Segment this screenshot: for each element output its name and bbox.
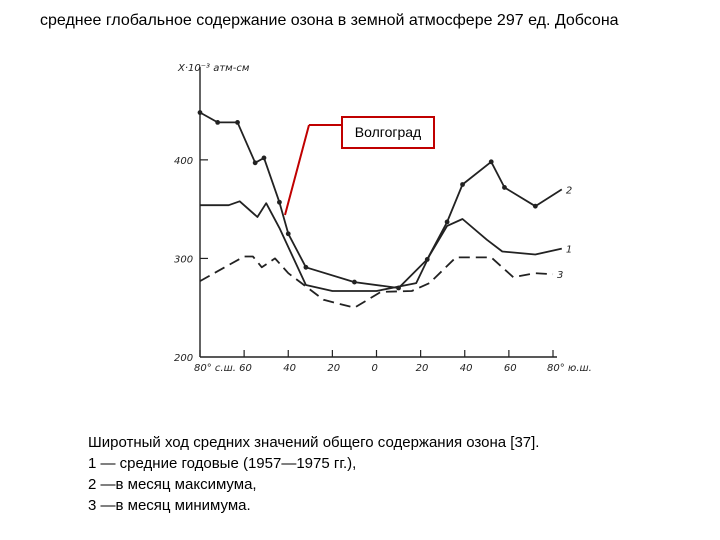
- series-label-2: 2: [566, 185, 572, 196]
- series-point: [197, 110, 203, 115]
- y-axis-label: X·10⁻³ атм-см: [177, 63, 250, 74]
- x-tick-label: 60: [239, 363, 252, 374]
- figure-caption: Широтный ход средних значений общего сод…: [88, 432, 688, 516]
- series-point: [460, 182, 465, 187]
- x-tick-label: 20: [327, 363, 340, 374]
- series-point: [277, 199, 282, 205]
- y-tick-label: 200: [174, 353, 193, 364]
- x-tick-label: 20: [416, 363, 429, 374]
- series-label-3: 3: [557, 270, 563, 281]
- series-point: [488, 159, 494, 165]
- series-point: [352, 279, 357, 285]
- x-tick-label: 80° ю.ш.: [547, 363, 592, 374]
- series-point: [532, 203, 538, 209]
- x-tick-label: 60: [504, 363, 517, 374]
- series-line-1: [200, 200, 562, 292]
- chart-series: 2 1 3: [197, 110, 572, 309]
- x-tick-label: 0: [372, 363, 378, 374]
- series-label-1: 1: [566, 245, 572, 256]
- x-tick-label: 40: [460, 363, 473, 374]
- series-point: [285, 231, 291, 237]
- series-point: [502, 185, 507, 190]
- caption-line-3: 2 —в месяц максимума,: [88, 476, 257, 493]
- x-tick-label: 40: [283, 363, 296, 374]
- caption-line-2: 1 — средние годовые (1957—1975 гг.),: [88, 455, 357, 472]
- y-tick-label: 400: [174, 156, 193, 167]
- series-point: [252, 160, 258, 166]
- series-point: [235, 120, 240, 125]
- x-tick-label: 80° с.ш.: [194, 363, 236, 374]
- caption-line-4: 3 —в месяц минимума.: [88, 497, 251, 514]
- callout-pointer: [284, 124, 310, 216]
- page-title: среднее глобальное содержание озона в зе…: [40, 12, 619, 29]
- series-line-3: [199, 255, 554, 309]
- volgograd-callout: Волгоград: [341, 116, 435, 149]
- series-point: [261, 155, 267, 161]
- caption-line-1: Широтный ход средних значений общего сод…: [88, 434, 540, 451]
- y-tick-label: 300: [174, 254, 193, 265]
- series-point: [215, 120, 221, 125]
- series-point: [303, 264, 309, 270]
- series-point: [444, 219, 450, 225]
